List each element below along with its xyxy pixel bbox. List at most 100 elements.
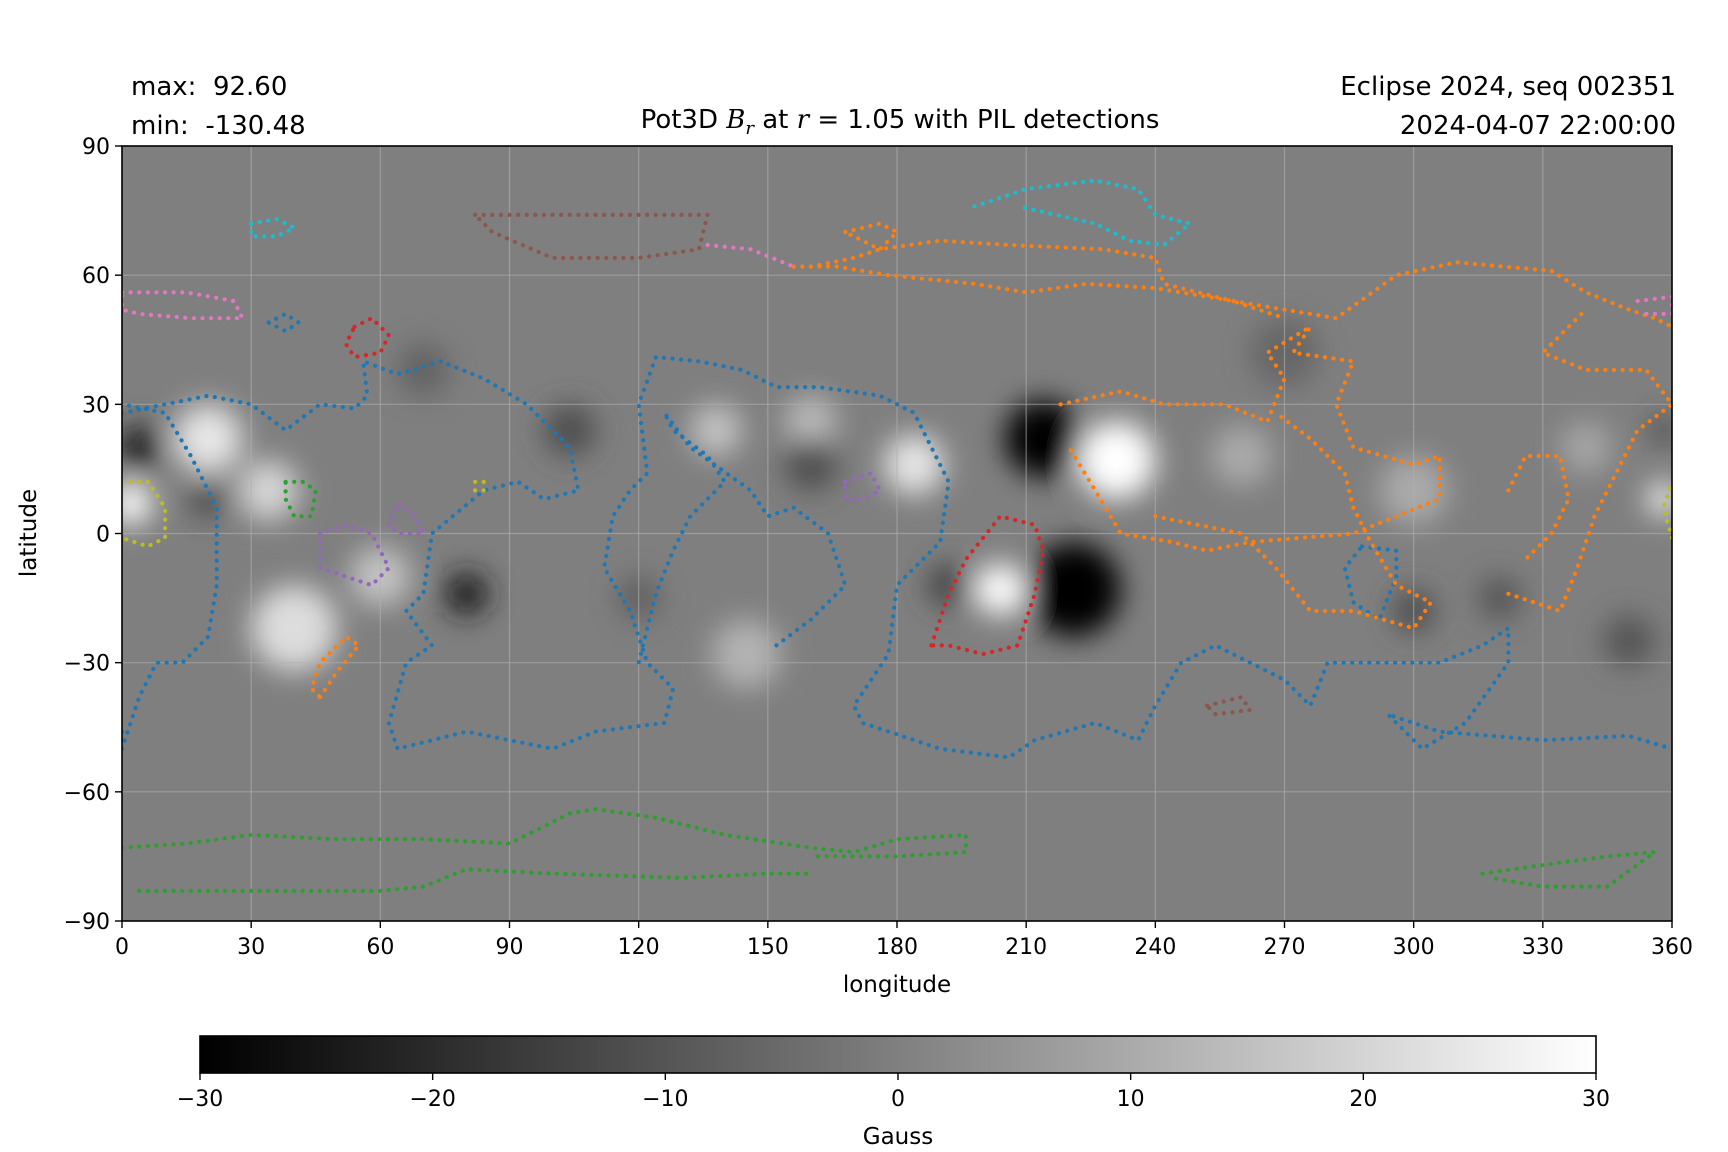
y-tick-label: −30 [64, 652, 110, 677]
x-tick-label: 180 [876, 935, 918, 960]
field-blob-23 [1478, 576, 1522, 620]
field-blob-7 [238, 460, 299, 521]
pil-contour-22 [473, 212, 710, 260]
y-ticks: 90 60 30 0 −30 −60 −90 [64, 135, 122, 935]
field-blob-0 [1004, 400, 1083, 478]
pil-contour-6 [791, 264, 1287, 321]
pil-contour-17 [343, 316, 391, 360]
min-value: -130.48 [205, 111, 306, 141]
field-blob-26 [397, 344, 450, 396]
y-axis-label: latitude [16, 489, 42, 577]
field-blob-16 [785, 438, 837, 491]
colorbar-tick-label: 10 [1117, 1087, 1145, 1112]
field-blob-17 [927, 563, 971, 607]
field-blob-14 [785, 395, 837, 448]
x-tick-label: 210 [1005, 935, 1047, 960]
pil-contour-0 [122, 354, 1672, 760]
x-axis-label: longitude [843, 972, 951, 998]
pil-contour-16 [283, 479, 318, 519]
pil-contour-27 [1204, 212, 1279, 226]
pil-contour-7 [843, 221, 900, 252]
x-tick-label: 270 [1264, 935, 1306, 960]
field-blob-11 [122, 425, 161, 469]
field-blob-4 [884, 434, 945, 495]
chart-title: Pot3D Br at r = 1.05 with PIL detections [640, 105, 1160, 140]
min-stat: min: -130.48 [131, 113, 306, 139]
x-tick-label: 30 [237, 935, 265, 960]
x-tick-label: 360 [1651, 935, 1693, 960]
y-tick-label: 90 [82, 135, 110, 160]
colorbar-tick-label: 30 [1582, 1087, 1610, 1112]
max-stat: max: 92.60 [131, 74, 287, 100]
y-tick-label: 30 [82, 393, 110, 418]
info-line-2: 2024-04-07 22:00:00 [1399, 111, 1676, 141]
y-tick-label: −60 [64, 781, 110, 806]
pil-contour-3 [1342, 544, 1399, 622]
colorbar-label: Gauss [863, 1124, 933, 1150]
colorbar: −30 −20 −10 0 10 20 30 Gauss [177, 1035, 1610, 1150]
pil-contour-29 [473, 479, 486, 493]
field-blob-12 [190, 481, 226, 517]
pil-contour-10 [1506, 307, 1672, 614]
colorbar-tick-label: 20 [1349, 1087, 1377, 1112]
pil-contour-5 [808, 238, 1672, 329]
y-tick-label: −90 [64, 910, 110, 935]
pil-detections [122, 178, 1672, 894]
colorbar-tick-label: −30 [177, 1087, 223, 1112]
colorbar-tick-label: −10 [642, 1087, 688, 1112]
pil-contour-32 [972, 178, 1192, 248]
y-tick-label: 0 [96, 523, 110, 548]
field-blob-15 [711, 619, 781, 689]
field-blob-21 [1560, 421, 1612, 474]
x-tick-label: 0 [115, 935, 129, 960]
field-blob-29 [1650, 417, 1672, 444]
x-tick-label: 150 [747, 935, 789, 960]
pil-contour-28 [122, 479, 168, 549]
field-blob-8 [251, 585, 338, 672]
field-blob-2 [1077, 421, 1156, 500]
field-blob-6 [173, 404, 243, 474]
field-blob-24 [1603, 615, 1655, 667]
colorbar-tick-label: 0 [891, 1087, 905, 1112]
pil-contour-30 [1661, 479, 1672, 540]
field-blob-28 [1646, 481, 1672, 517]
x-tick-label: 90 [496, 935, 524, 960]
field-blob-1 [1026, 542, 1121, 637]
x-tick-label: 330 [1522, 935, 1564, 960]
x-tick-label: 60 [366, 935, 394, 960]
max-value: 92.60 [212, 72, 288, 102]
field-blob-10 [444, 572, 488, 616]
field-blob-13 [690, 404, 743, 456]
pil-contour-21 [843, 471, 882, 502]
magnetogram-map [122, 146, 1672, 921]
y-tick-label: 60 [82, 264, 110, 289]
pil-contour-25 [705, 242, 796, 269]
pil-contour-8 [1058, 324, 1442, 553]
colorbar-gradient [199, 1035, 1597, 1074]
field-blob-5 [122, 481, 153, 525]
pil-contour-14 [137, 867, 814, 894]
pil-contour-11 [1506, 453, 1571, 562]
info-line-1: Eclipse 2024, seq 002351 [1340, 72, 1676, 102]
pil-contour-23 [1204, 694, 1253, 717]
pil-contour-24 [122, 290, 245, 321]
x-tick-label: 300 [1393, 935, 1435, 960]
field-blob-19 [1211, 425, 1272, 487]
pil-contour-9 [1153, 410, 1434, 631]
pil-contour-2 [636, 410, 848, 665]
field-blob-18 [543, 404, 596, 456]
pil-contour-13 [122, 806, 969, 859]
pil-contour-15 [1480, 849, 1657, 889]
pil-contour-19 [318, 522, 391, 588]
x-tick-label: 240 [1134, 935, 1176, 960]
colorbar-ticks: −30 −20 −10 0 10 20 30 [177, 1073, 1610, 1112]
field-blob-3 [974, 563, 1027, 616]
min-label: min: [131, 111, 189, 141]
pil-contour-1 [122, 402, 219, 751]
max-label: max: [131, 72, 197, 102]
pil-contour-20 [386, 501, 426, 536]
pil-contour-26 [1635, 294, 1672, 316]
pil-contour-31 [249, 217, 297, 239]
colorbar-tick-label: −20 [409, 1087, 455, 1112]
